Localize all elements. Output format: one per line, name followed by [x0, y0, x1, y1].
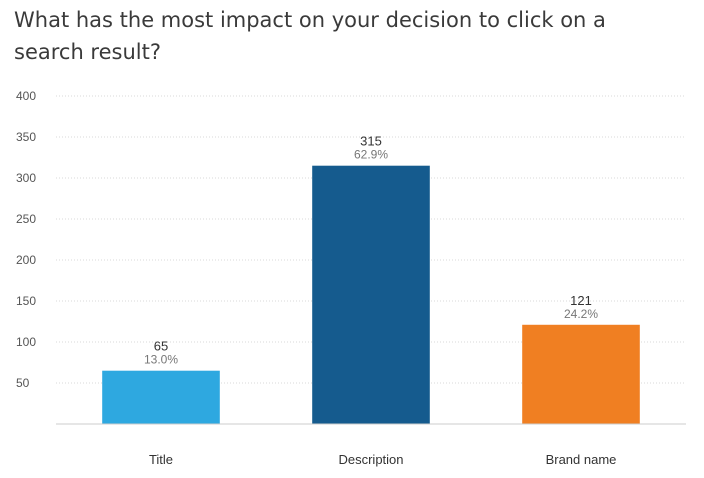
percent-label: 62.9%: [354, 148, 388, 162]
value-label: 121: [570, 293, 592, 308]
y-tick-label: 150: [16, 294, 36, 308]
bar: [522, 324, 640, 424]
y-tick-label: 400: [16, 89, 36, 103]
y-axis: 50 100 150 200 250 300 350 400: [16, 89, 36, 390]
y-tick-label: 350: [16, 130, 36, 144]
bar: [102, 370, 220, 424]
y-tick-label: 50: [16, 376, 30, 390]
bar: [312, 165, 430, 424]
bars: [102, 165, 640, 424]
x-tick-label: Title: [149, 452, 173, 467]
value-label: 315: [360, 134, 382, 149]
percent-label: 13.0%: [144, 353, 178, 367]
x-tick-label: Brand name: [546, 452, 617, 467]
x-tick-label: Description: [338, 452, 403, 467]
y-tick-label: 100: [16, 335, 36, 349]
chart-title: What has the most impact on your decisio…: [14, 8, 606, 64]
percent-label: 24.2%: [564, 307, 598, 321]
x-axis: Title Description Brand name: [56, 423, 686, 467]
y-tick-label: 200: [16, 253, 36, 267]
value-label: 65: [154, 339, 168, 354]
y-tick-label: 250: [16, 212, 36, 226]
y-tick-label: 300: [16, 171, 36, 185]
